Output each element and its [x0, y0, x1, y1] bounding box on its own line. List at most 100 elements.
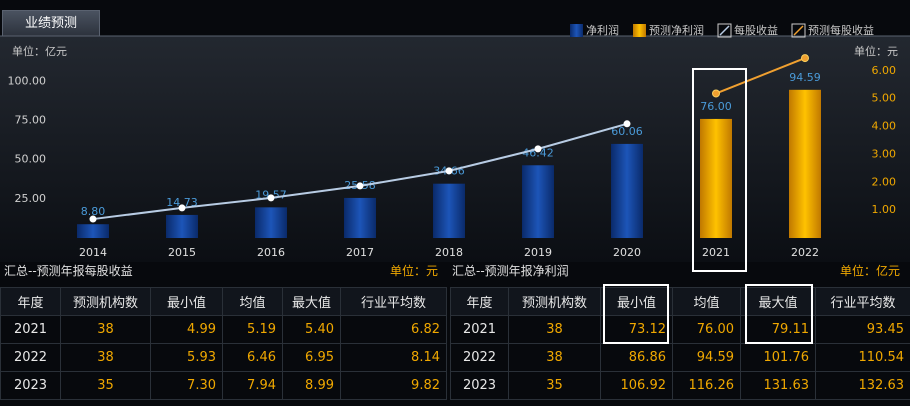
x-tick-label: 2021: [702, 246, 730, 259]
table-cell: 2022: [0, 343, 61, 372]
table-cell: 行业平均数: [815, 287, 910, 316]
table-cell: 预测机构数: [508, 287, 601, 316]
y2-unit: 单位：元: [854, 44, 898, 58]
table-cell: 116.26: [672, 371, 741, 400]
table-cell: 行业平均数: [340, 287, 447, 316]
table-cell: 均值: [672, 287, 741, 316]
table-title: 汇总--预测年报净利润: [452, 264, 569, 278]
table-cell: 7.94: [222, 371, 283, 400]
chart: 单位：亿元 单位：元 25.00 50.00 75.00 100.00 1.00 2.00…: [0, 23, 910, 262]
table-cell: 6.82: [340, 315, 447, 344]
bar: [255, 207, 287, 238]
y2-tick-label: 5.00: [872, 92, 897, 105]
bar: [611, 143, 643, 238]
table-cell: 106.92: [600, 371, 673, 400]
y-tick-label: 75.00: [15, 114, 47, 127]
legend-label: 净利润: [586, 23, 619, 37]
table-cell: 35: [60, 371, 151, 400]
data-label: 94.59: [789, 71, 821, 84]
line-point: [267, 194, 275, 202]
tab[interactable]: 业绩预测: [2, 10, 100, 36]
bar: [433, 183, 465, 238]
x-tick-label: 2018: [435, 246, 463, 259]
table: 年度 预测机构数 最小值 均值 最大值 行业平均数 2021 38 73.12 76.00 79.1…: [450, 287, 910, 400]
table-cell: 101.76: [740, 343, 816, 372]
x-tick-label: 2019: [524, 246, 552, 259]
legend-swatch: [791, 23, 806, 38]
data-label: 60.06: [611, 125, 643, 138]
table-unit: 单位：元: [390, 264, 439, 278]
table-cell: 最大值: [740, 287, 816, 316]
table-cell: 8.14: [340, 343, 447, 372]
line-point: [89, 215, 97, 223]
table-cell: 2023: [0, 371, 61, 400]
table-header: 年度 预测机构数 最小值 均值 最大值 行业平均数: [0, 287, 447, 316]
table-cell: 7.30: [150, 371, 223, 400]
table-cell: 5.93: [150, 343, 223, 372]
legend-swatch: [633, 24, 646, 37]
legend-line: [719, 25, 730, 36]
x-tick-label: 2017: [346, 246, 374, 259]
table-cell: 93.45: [815, 315, 910, 344]
table-cell: 8.99: [282, 371, 341, 400]
legend-swatch: [570, 24, 583, 37]
table-row: 2023 35 106.92 116.26 131.63 132.63: [450, 371, 910, 400]
x-tick-label: 2020: [613, 246, 641, 259]
y-unit: 单位：亿元: [12, 44, 67, 58]
table-cell: 132.63: [815, 371, 910, 400]
bar: [166, 214, 198, 238]
legend-swatch: [717, 23, 732, 38]
y2-tick-label: 6.00: [872, 64, 897, 77]
line-point: [534, 145, 542, 153]
table-cell: 均值: [222, 287, 283, 316]
highlight-box: [692, 68, 747, 272]
table-row: 2022 38 86.86 94.59 101.76 110.54: [450, 343, 910, 372]
y2-tick-label: 4.00: [872, 120, 897, 133]
highlight-box: [603, 284, 669, 344]
table-cell: 131.63: [740, 371, 816, 400]
table-cell: 76.00: [672, 315, 741, 344]
line-point: [356, 182, 364, 190]
table-cell: 2021: [0, 315, 61, 344]
line-point: [623, 120, 631, 128]
table-cell: 年度: [450, 287, 509, 316]
line-point: [712, 89, 720, 98]
y-tick-label: 50.00: [15, 153, 47, 166]
bar: [344, 197, 376, 238]
table-cell: 2022: [450, 343, 509, 372]
table-cell: 最大值: [282, 287, 341, 316]
table-cell: 2021: [450, 315, 509, 344]
table-cell: 38: [508, 343, 601, 372]
bar: [77, 224, 109, 238]
y2-tick-label: 3.00: [872, 147, 897, 160]
table-title: 汇总--预测年报每股收益: [4, 264, 133, 278]
legend-label: 每股收益: [734, 23, 778, 37]
table-header: 年度 预测机构数 最小值 均值 最大值 行业平均数: [450, 287, 910, 316]
table-cell: 6.95: [282, 343, 341, 372]
bar: [789, 89, 821, 239]
data-label: 46.42: [522, 146, 554, 159]
legend-label: 预测每股收益: [808, 23, 874, 37]
table-cell: 预测机构数: [60, 287, 151, 316]
table-cell: 38: [60, 343, 151, 372]
x-tick-label: 2014: [79, 246, 107, 259]
highlight-box: [745, 284, 813, 344]
line-point: [445, 167, 453, 175]
table-cell: 5.19: [222, 315, 283, 344]
table-cell: 5.40: [282, 315, 341, 344]
table-cell: 9.82: [340, 371, 447, 400]
table-cell: 38: [60, 315, 151, 344]
table-cell: 年度: [0, 287, 61, 316]
table-cell: 110.54: [815, 343, 910, 372]
x-tick-label: 2015: [168, 246, 196, 259]
line-point: [801, 54, 809, 63]
data-label: 76.00: [700, 100, 732, 113]
table-cell: 94.59: [672, 343, 741, 372]
legend-label: 预测净利润: [649, 23, 704, 37]
x-tick-label: 2016: [257, 246, 285, 259]
table-cell: 4.99: [150, 315, 223, 344]
y-tick-label: 25.00: [15, 192, 47, 205]
table-cell: 最小值: [150, 287, 223, 316]
table-row: 2021 38 73.12 76.00 79.11 93.45: [450, 315, 910, 344]
